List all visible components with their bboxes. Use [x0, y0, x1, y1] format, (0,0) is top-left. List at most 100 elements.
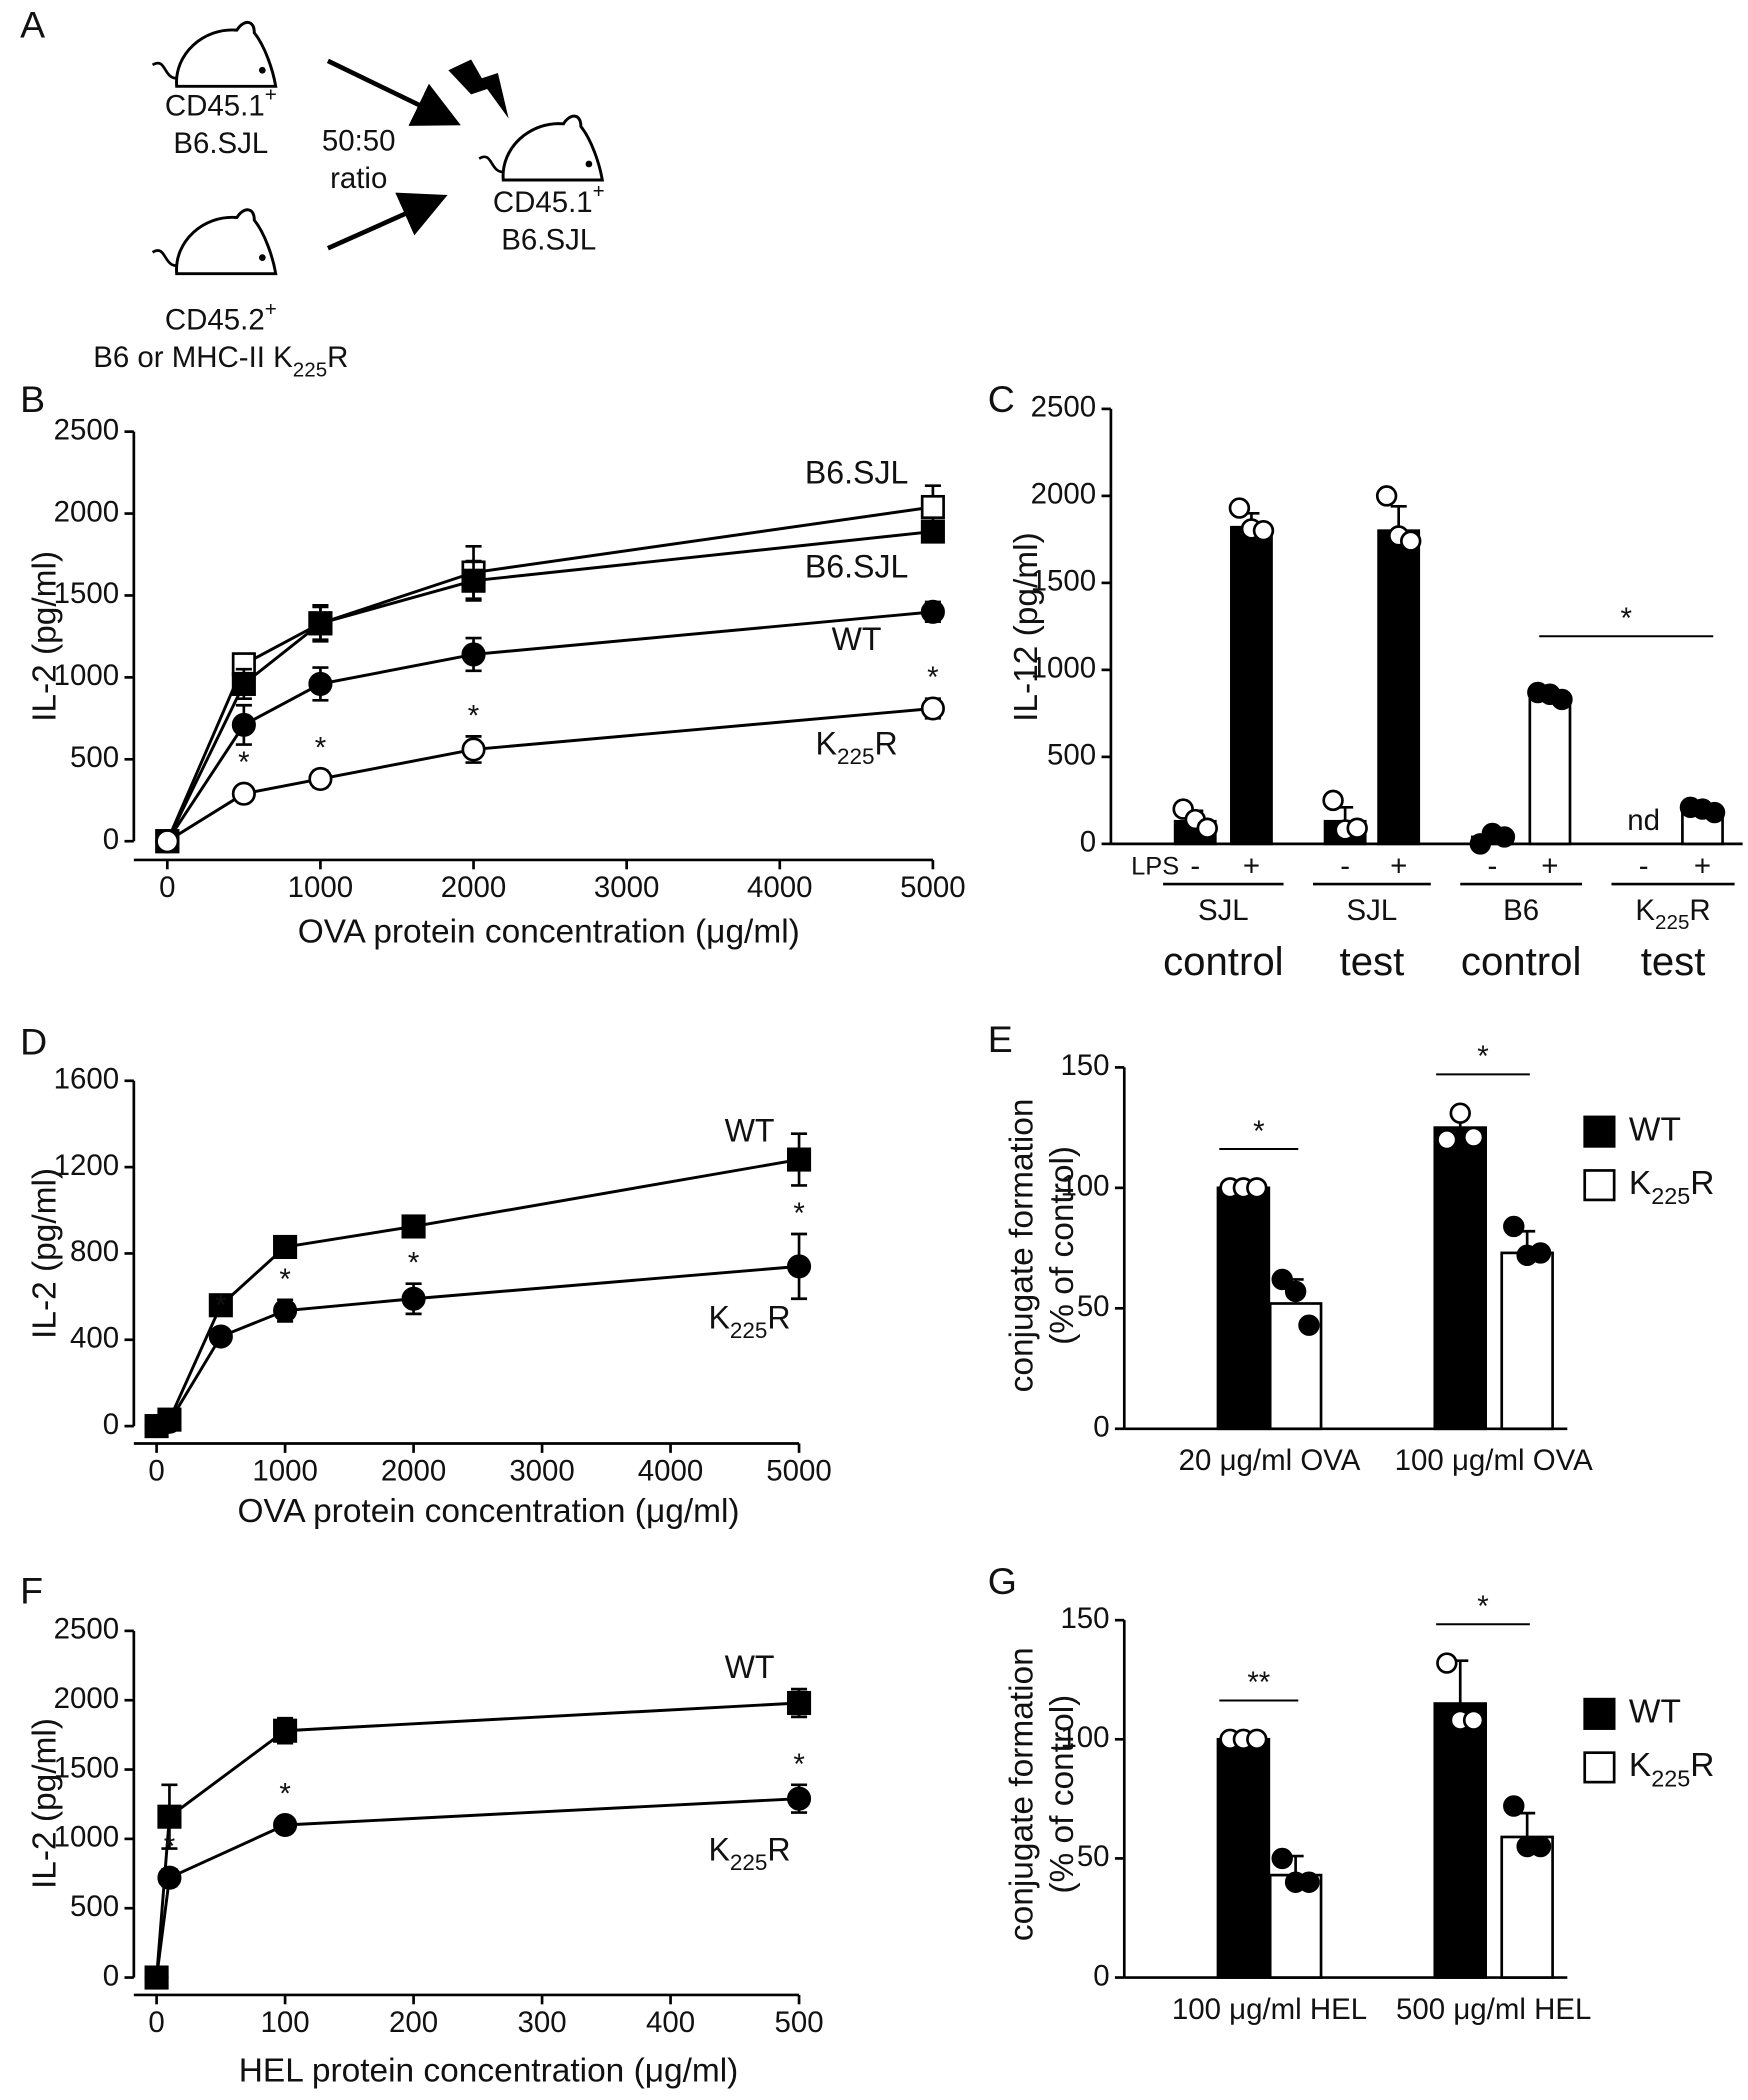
significance-label: * — [1620, 602, 1631, 635]
x-tick-label: + — [1390, 850, 1407, 883]
x-tick-label: 5000 — [766, 1455, 832, 1488]
x-tick-label: 100 μg/ml OVA — [1395, 1444, 1593, 1477]
recipient-label: B6.SJL — [501, 223, 596, 256]
marker — [273, 1298, 298, 1323]
y-tick-label: 100 — [1060, 1721, 1109, 1754]
series-label: K225R — [708, 1299, 790, 1343]
bar — [1216, 1186, 1271, 1431]
x-tick-label: - — [1639, 850, 1649, 883]
y-tick-label: 500 — [1047, 739, 1096, 772]
group-label: K225R — [1635, 894, 1710, 934]
x-tick-label: 300 — [518, 2006, 567, 2039]
marker — [401, 1214, 426, 1239]
x-tick-label: 0 — [159, 871, 175, 904]
data-point — [1252, 519, 1275, 542]
panel-letter: E — [988, 1018, 1013, 1060]
x-tick-label: 500 μg/ml HEL — [1396, 1993, 1591, 2026]
bar — [1377, 529, 1421, 846]
data-point — [1462, 1126, 1485, 1148]
panel-a: A CD45.1+ B6.SJL CD45.2+ B6 or MHC-II K2… — [20, 3, 605, 381]
x-tick-label: 3000 — [594, 871, 660, 904]
y-axis-label: IL-2 (pg/ml) — [27, 1168, 64, 1339]
mouse-icon — [151, 208, 278, 276]
data-point — [1346, 817, 1368, 839]
arrow — [326, 58, 461, 126]
x-tick-label: + — [1694, 850, 1711, 883]
annotation: * — [238, 746, 249, 779]
mouse-icon — [477, 114, 604, 182]
x-tick-label: - — [1340, 850, 1350, 883]
marker — [920, 494, 945, 520]
group-label: SJL — [1198, 894, 1249, 927]
marker — [208, 1324, 233, 1349]
significance-label: * — [1477, 1040, 1488, 1073]
panel-letter: C — [988, 378, 1015, 420]
y-tick-label: 50 — [1077, 1290, 1110, 1323]
group-condition: control — [1163, 939, 1283, 984]
panel-letter: A — [20, 3, 45, 45]
x-tick-label: 4000 — [747, 871, 813, 904]
annotation: * — [215, 1289, 226, 1322]
data-point — [1246, 1177, 1268, 1199]
marker — [273, 1718, 298, 1743]
data-point — [1298, 1871, 1320, 1893]
x-tick-label: 5000 — [900, 871, 965, 904]
bar — [1216, 1737, 1271, 1979]
marker — [231, 671, 256, 696]
marker — [920, 519, 945, 544]
row-label: LPS — [1131, 853, 1179, 881]
y-tick-label: 500 — [70, 741, 119, 774]
marker — [157, 1409, 182, 1434]
marker — [461, 642, 486, 667]
marker — [273, 1812, 298, 1838]
y-tick-label: 2000 — [1031, 478, 1096, 511]
y-tick-label: 2500 — [1031, 391, 1096, 424]
series-label: WT — [832, 621, 882, 657]
y-axis-label: (% of control) — [1044, 1146, 1081, 1345]
y-tick-label: 1600 — [54, 1063, 119, 1096]
annotation: * — [793, 1748, 804, 1781]
marker — [920, 599, 945, 624]
y-tick-label: 0 — [103, 823, 119, 856]
donor-label: CD45.1+ — [165, 84, 277, 123]
y-tick-label: 150 — [1060, 1602, 1109, 1635]
ratio-label: 50:50 — [322, 124, 396, 157]
y-tick-label: 0 — [1093, 1959, 1109, 1992]
legend-label: WT — [1629, 1694, 1681, 1731]
data-point — [1462, 1709, 1485, 1731]
bar — [1433, 1126, 1488, 1431]
legend-swatch — [1583, 1697, 1616, 1730]
y-tick-label: 50 — [1077, 1840, 1110, 1873]
y-tick-label: 0 — [103, 1408, 119, 1441]
marker — [273, 1234, 298, 1260]
data-point — [1271, 1847, 1293, 1870]
group-condition: test — [1641, 939, 1706, 984]
bar — [1500, 1251, 1554, 1431]
marker — [787, 1786, 812, 1811]
bar — [1230, 525, 1273, 846]
y-tick-label: 0 — [103, 1959, 119, 1992]
legend-label: WT — [1629, 1111, 1681, 1148]
y-tick-label: 1000 — [1031, 652, 1096, 685]
legend-swatch — [1583, 1169, 1616, 1202]
x-tick-label: 4000 — [638, 1455, 704, 1488]
bar — [1528, 698, 1572, 846]
annotation: * — [468, 699, 479, 732]
panel-letter: F — [20, 1569, 43, 1611]
annotation: * — [927, 661, 938, 694]
y-axis-label: IL-2 (pg/ml) — [27, 551, 64, 722]
x-tick-label: 100 μg/ml HEL — [1172, 1993, 1367, 2026]
recipient-label: CD45.1+ — [493, 180, 605, 219]
marker — [461, 737, 486, 762]
annotation: * — [793, 1197, 804, 1230]
annotation: * — [279, 1263, 290, 1296]
y-tick-label: 0 — [1093, 1411, 1109, 1444]
marker — [155, 829, 180, 854]
group-condition: control — [1461, 939, 1581, 984]
ratio-label: ratio — [330, 162, 387, 195]
marker — [157, 1865, 182, 1890]
series-label: B6.SJL — [805, 454, 909, 490]
y-tick-label: 2000 — [54, 1682, 119, 1715]
panel-letter: B — [20, 378, 45, 420]
